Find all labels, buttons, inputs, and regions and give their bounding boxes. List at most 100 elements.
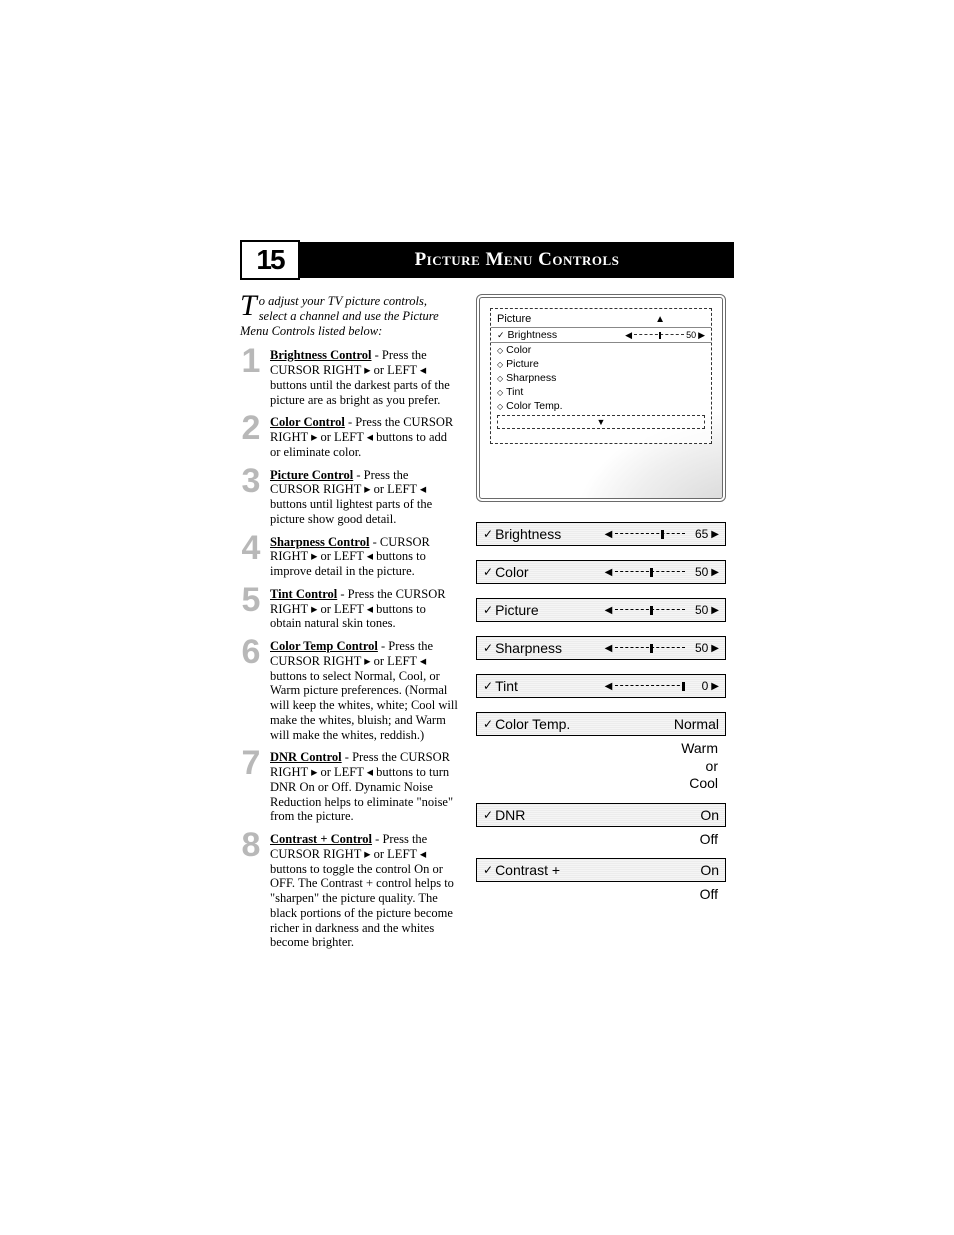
step-number: 3 xyxy=(236,464,266,498)
right-arrow-icon: ▶ xyxy=(711,681,719,692)
left-arrow-icon: ◀ xyxy=(625,330,632,341)
right-arrow-icon: ▶ xyxy=(698,330,705,341)
step-number: 5 xyxy=(236,583,266,617)
osd-slider-thumb xyxy=(659,332,661,339)
setting-row-color: ✓Color◀50▶ xyxy=(476,560,726,584)
setting-row-sharpness: ✓Sharpness◀50▶ xyxy=(476,636,726,660)
step-title: Contrast + Control xyxy=(270,832,372,846)
osd-selected-row: ✓ Brightness ◀ 50 ▶ xyxy=(491,328,711,343)
step-item: 6Color Temp Control - Press the CURSOR R… xyxy=(240,639,458,742)
slider-value: 0 xyxy=(688,679,708,693)
step-number: 8 xyxy=(236,828,266,862)
setting-row-picture: ✓Picture◀50▶ xyxy=(476,598,726,622)
step-title: Picture Control xyxy=(270,468,353,482)
step-item: 7DNR Control - Press the CURSOR RIGHT ▸ … xyxy=(240,750,458,824)
slider-thumb xyxy=(650,606,653,615)
instructions-column: T o adjust your TV picture controls, sel… xyxy=(240,294,458,958)
setting-value: Normal xyxy=(674,716,719,732)
step-item: 2Color Control - Press the CURSOR RIGHT … xyxy=(240,415,458,459)
osd-item: ◇Tint xyxy=(491,385,711,399)
check-icon: ✓ xyxy=(483,863,493,877)
left-arrow-icon: ◀ xyxy=(605,529,613,540)
setting-label: Color Temp. xyxy=(495,716,570,732)
step-title: Color Temp Control xyxy=(270,639,378,653)
setting-row-dnr: ✓DNROn xyxy=(476,803,726,827)
slider-value: 50 xyxy=(688,603,708,617)
setting-value: On xyxy=(700,862,719,878)
header-row: 15 Picture Menu Controls xyxy=(240,240,734,280)
section-number-box: 15 xyxy=(240,240,300,280)
step-number: 2 xyxy=(236,411,266,445)
content-columns: T o adjust your TV picture controls, sel… xyxy=(240,294,734,958)
step-body: - Press the CURSOR RIGHT ▸ or LEFT ◂ but… xyxy=(270,639,458,742)
step-number: 7 xyxy=(236,746,266,780)
left-arrow-icon: ◀ xyxy=(605,567,613,578)
header-title: Picture Menu Controls xyxy=(415,249,620,271)
slider-control[interactable]: ◀50▶ xyxy=(605,641,719,655)
slider-control[interactable]: ◀ 50▶ xyxy=(605,565,719,579)
setting-label: Contrast + xyxy=(495,862,560,878)
slider-value: 50 xyxy=(688,641,708,655)
slider-control[interactable]: ◀50▶ xyxy=(605,603,719,617)
osd-menu-box: Picture ▲ ✓ Brightness ◀ 50 ▶ xyxy=(490,308,712,444)
osd-slider-track xyxy=(634,334,684,336)
tv-screen-mockup: Picture ▲ ✓ Brightness ◀ 50 ▶ xyxy=(476,294,726,502)
setting-alt-options: Off xyxy=(476,886,718,904)
osd-item: ◇Sharpness xyxy=(491,371,711,385)
section-number: 15 xyxy=(256,244,283,276)
left-arrow-icon: ◀ xyxy=(605,681,613,692)
osd-title-row: Picture ▲ xyxy=(491,311,711,328)
slider-value: 65 xyxy=(688,527,708,541)
osd-item-label: Color xyxy=(506,344,531,356)
slider-thumb xyxy=(650,644,653,653)
step-number: 6 xyxy=(236,635,266,669)
slider-control[interactable]: ◀ 65▶ xyxy=(605,527,719,541)
osd-item-label: Sharpness xyxy=(506,372,556,384)
diamond-icon: ◇ xyxy=(497,346,503,355)
intro-text: o adjust your TV picture controls, selec… xyxy=(240,294,439,338)
settings-rows: ✓Brightness◀65▶✓Color◀50▶✓Picture◀50▶✓Sh… xyxy=(476,522,726,904)
manual-page: 15 Picture Menu Controls T o adjust your… xyxy=(0,0,954,1235)
step-item: 8Contrast + Control - Press the CURSOR R… xyxy=(240,832,458,950)
check-icon: ✓ xyxy=(483,565,493,579)
osd-item-label: Tint xyxy=(506,386,523,398)
slider-value: 50 xyxy=(688,565,708,579)
setting-row-color-temp-: ✓Color Temp.Normal xyxy=(476,712,726,736)
check-icon: ✓ xyxy=(483,603,493,617)
osd-item-label: Picture xyxy=(506,358,539,370)
setting-row-brightness: ✓Brightness◀65▶ xyxy=(476,522,726,546)
osd-item: ◇Color Temp. xyxy=(491,399,711,413)
intro-dropcap: T xyxy=(240,294,259,318)
down-arrow-icon: ▼ xyxy=(597,417,606,427)
step-item: 5Tint Control - Press the CURSOR RIGHT ▸… xyxy=(240,587,458,631)
check-icon: ✓ xyxy=(483,527,493,541)
osd-title: Picture xyxy=(497,313,531,325)
osd-bottom-bar: ▼ xyxy=(497,415,705,429)
step-title: Color Control xyxy=(270,415,345,429)
step-number: 1 xyxy=(236,344,266,378)
osd-selected-label: Brightness xyxy=(508,329,558,341)
osd-item-label: Color Temp. xyxy=(506,400,562,412)
left-arrow-icon: ◀ xyxy=(605,643,613,654)
step-item: 3Picture Control - Press the CURSOR RIGH… xyxy=(240,468,458,527)
setting-label: Picture xyxy=(495,602,539,618)
right-arrow-icon: ▶ xyxy=(711,529,719,540)
step-title: Tint Control xyxy=(270,587,337,601)
right-arrow-icon: ▶ xyxy=(711,567,719,578)
illustrations-column: Picture ▲ ✓ Brightness ◀ 50 ▶ xyxy=(476,294,726,958)
slider-control[interactable]: ◀ 0▶ xyxy=(605,679,719,693)
left-arrow-icon: ◀ xyxy=(605,605,613,616)
slider-track xyxy=(615,533,685,535)
setting-label: Sharpness xyxy=(495,640,562,656)
diamond-icon: ◇ xyxy=(497,388,503,397)
slider-thumb xyxy=(650,568,653,577)
osd-item: ◇Color xyxy=(491,343,711,357)
step-item: 4Sharpness Control - CURSOR RIGHT ▸ or L… xyxy=(240,535,458,579)
slider-thumb xyxy=(661,530,664,539)
slider-track xyxy=(615,571,685,573)
diamond-icon: ◇ xyxy=(497,374,503,383)
check-icon: ✓ xyxy=(483,808,493,822)
steps-list: 1Brightness Control - Press the CURSOR R… xyxy=(240,348,458,950)
setting-row-contrast-: ✓Contrast + On xyxy=(476,858,726,882)
osd-selected-value: 50 xyxy=(686,330,696,340)
